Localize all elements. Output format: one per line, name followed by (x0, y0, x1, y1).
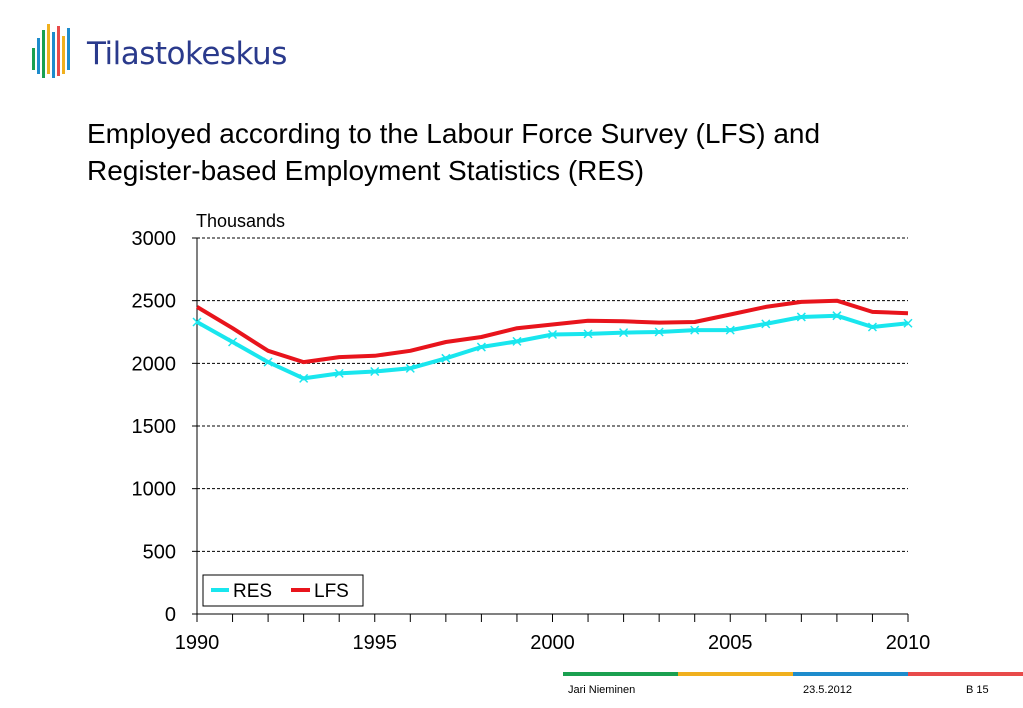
y-tick-label: 500 (143, 541, 176, 563)
data-point-res (867, 322, 877, 332)
y-tick-label: 1000 (132, 479, 177, 501)
legend-box (202, 574, 364, 607)
data-point-res (405, 363, 415, 373)
y-tick-label: 3000 (132, 228, 177, 250)
footer-bar-yellow (678, 672, 793, 676)
footer-page: B 15 (966, 684, 989, 696)
footer-bar-blue (793, 672, 908, 676)
series-line-lfs (195, 298, 909, 365)
legend: RES LFS (202, 574, 364, 607)
y-axis-label: Thousands (196, 211, 285, 231)
axes (192, 237, 909, 622)
x-tick-label: 2010 (886, 632, 931, 654)
y-tick-label: 2000 (132, 353, 177, 375)
footer-color-bar (563, 672, 1023, 676)
series (192, 298, 913, 383)
legend-res-label: RES (233, 581, 272, 602)
data-point-res (441, 353, 451, 363)
y-tick-labels: 0 500 1000 1500 2000 2500 3000 (132, 228, 177, 626)
data-point-res (690, 325, 700, 335)
footer-author: Jari Nieminen (568, 684, 636, 696)
data-point-res (654, 327, 664, 337)
data-point-res (619, 328, 629, 338)
data-point-res (547, 329, 558, 340)
data-point-res (299, 373, 309, 383)
footer-bar-red (908, 672, 1023, 676)
data-point-res (228, 337, 238, 347)
y-tick-label: 2500 (132, 291, 177, 313)
title-line-1: Employed according to the Labour Force S… (87, 118, 821, 149)
data-point-res (725, 325, 735, 335)
logo: Tilastokeskus (30, 22, 290, 84)
footer-date: 23.5.2012 (803, 684, 852, 696)
data-point-res (761, 319, 771, 329)
data-point-res (192, 317, 202, 327)
data-point-res (263, 357, 273, 367)
legend-lfs-label: LFS (314, 581, 349, 602)
logo-bars-icon (32, 24, 70, 78)
data-point-res (476, 342, 486, 352)
data-point-res (583, 329, 593, 339)
title-line-2: Register-based Employment Statistics (RE… (87, 155, 645, 186)
y-tick-label: 1500 (132, 416, 177, 438)
data-point-res (512, 336, 522, 346)
grid-lines (197, 237, 908, 552)
data-point-res (370, 366, 380, 377)
x-tick-label: 1995 (353, 632, 398, 654)
x-tick-label: 2005 (708, 632, 753, 654)
x-tick-label: 2000 (530, 632, 575, 654)
data-point-res (796, 312, 806, 322)
page-title: Employed according to the Labour Force S… (87, 115, 967, 189)
footer-bar-green (563, 672, 678, 676)
logo-text: Tilastokeskus (87, 36, 287, 72)
data-point-res (832, 311, 842, 321)
x-tick-labels: 1990 1995 2000 2005 2010 (175, 632, 931, 654)
x-tick-label: 1990 (175, 632, 220, 654)
y-tick-label: 0 (165, 604, 176, 626)
data-point-res (903, 318, 913, 328)
data-point-res (334, 368, 344, 378)
